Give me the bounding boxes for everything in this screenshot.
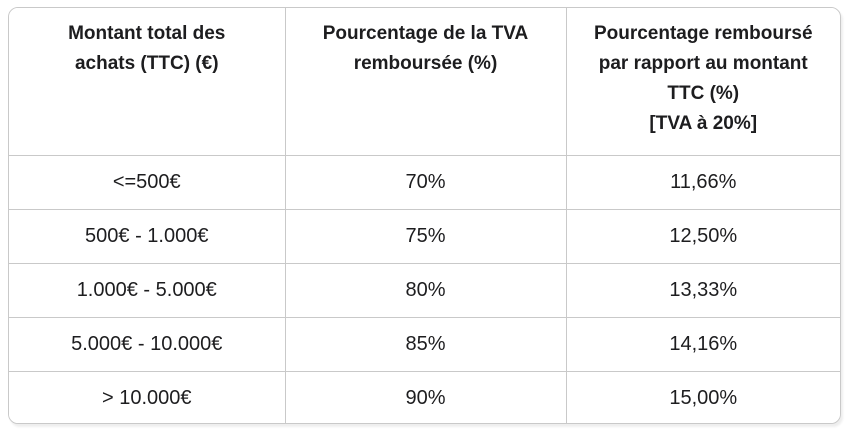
table-row: <=500€ 70% 11,66% bbox=[9, 155, 840, 210]
column-header-pct-tva-remboursee: Pourcentage de la TVA remboursée (%) bbox=[285, 8, 567, 156]
table-header-row: Montant total des achats (TTC) (€) Pourc… bbox=[9, 8, 840, 156]
table-header: Montant total des achats (TTC) (€) Pourc… bbox=[9, 8, 840, 156]
cell-tranche: 500€ - 1.000€ bbox=[9, 209, 286, 264]
table-row: 5.000€ - 10.000€ 85% 14,16% bbox=[9, 317, 840, 372]
cell-ttc-pct: 14,16% bbox=[566, 317, 840, 372]
table-row: 500€ - 1.000€ 75% 12,50% bbox=[9, 209, 840, 264]
column-header-pct-rembourse-ttc: Pourcentage remboursé par rapport au mon… bbox=[566, 8, 840, 156]
cell-tva-pct: 75% bbox=[285, 209, 567, 264]
table-row: > 10.000€ 90% 15,00% bbox=[9, 371, 840, 423]
cell-tva-pct: 80% bbox=[285, 263, 567, 318]
column-header-montant-achats: Montant total des achats (TTC) (€) bbox=[9, 8, 286, 156]
cell-tranche: 5.000€ - 10.000€ bbox=[9, 317, 286, 372]
cell-ttc-pct: 11,66% bbox=[566, 155, 840, 210]
cell-tranche: 1.000€ - 5.000€ bbox=[9, 263, 286, 318]
cell-ttc-pct: 15,00% bbox=[566, 371, 840, 423]
cell-tranche: > 10.000€ bbox=[9, 371, 286, 423]
cell-tva-pct: 90% bbox=[285, 371, 567, 423]
cell-tva-pct: 85% bbox=[285, 317, 567, 372]
cell-ttc-pct: 12,50% bbox=[566, 209, 840, 264]
tva-refund-table: Montant total des achats (TTC) (€) Pourc… bbox=[8, 7, 841, 424]
table-body: <=500€ 70% 11,66% 500€ - 1.000€ 75% 12,5… bbox=[9, 155, 840, 423]
tva-refund-table-grid: Montant total des achats (TTC) (€) Pourc… bbox=[9, 8, 840, 423]
cell-tranche: <=500€ bbox=[9, 155, 286, 210]
cell-tva-pct: 70% bbox=[285, 155, 567, 210]
cell-ttc-pct: 13,33% bbox=[566, 263, 840, 318]
table-row: 1.000€ - 5.000€ 80% 13,33% bbox=[9, 263, 840, 318]
